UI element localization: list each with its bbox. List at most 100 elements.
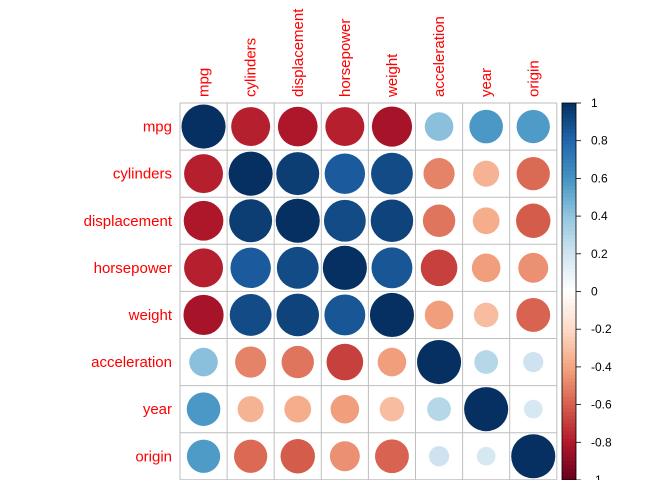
colorbar-band bbox=[562, 321, 576, 327]
colorbar-band bbox=[562, 370, 576, 376]
row-label-weight: weight bbox=[128, 307, 173, 324]
colorbar-tick-label: 0.8 bbox=[591, 134, 608, 148]
colorbar-band bbox=[562, 310, 576, 315]
colorbar-band bbox=[562, 355, 576, 360]
row-label-horsepower: horsepower bbox=[94, 260, 172, 277]
correlation-circle-displacement-origin bbox=[516, 203, 551, 238]
colorbar-band bbox=[562, 106, 576, 112]
colorbar-band bbox=[562, 412, 576, 417]
column-label-horsepower: horsepower bbox=[337, 19, 354, 97]
correlation-circle-horsepower-origin bbox=[518, 252, 549, 283]
row-label-year: year bbox=[143, 401, 172, 418]
correlation-circle-mpg-mpg bbox=[181, 104, 226, 149]
colorbar-band bbox=[562, 204, 576, 210]
column-label-weight: weight bbox=[384, 53, 401, 98]
correlation-circle-year-displacement bbox=[284, 395, 312, 423]
colorbar-band bbox=[562, 178, 576, 183]
colorbar-band bbox=[562, 140, 576, 146]
colorbar-band bbox=[562, 223, 576, 229]
colorbar-band bbox=[562, 185, 576, 191]
correlation-circle-displacement-mpg bbox=[183, 200, 224, 241]
colorbar-band bbox=[562, 404, 576, 409]
correlation-circle-year-horsepower bbox=[330, 394, 360, 424]
correlation-circle-displacement-acceleration bbox=[422, 204, 456, 237]
colorbar-tick-label: -0.2 bbox=[591, 322, 612, 336]
colorbar-band bbox=[562, 163, 576, 168]
correlation-circle-horsepower-year bbox=[471, 253, 501, 283]
colorbar-band bbox=[562, 314, 576, 319]
correlation-circle-acceleration-displacement bbox=[281, 345, 314, 379]
colorbar-band bbox=[562, 261, 576, 266]
colorbar-band bbox=[562, 125, 576, 130]
colorbar-band bbox=[562, 216, 576, 221]
correlation-circle-cylinders-origin bbox=[516, 157, 550, 191]
correlation-circle-year-acceleration bbox=[427, 397, 451, 422]
correlation-circle-weight-displacement bbox=[276, 293, 320, 337]
colorbar-band bbox=[562, 476, 576, 480]
correlation-circle-weight-origin bbox=[516, 298, 551, 332]
colorbar-band bbox=[562, 287, 576, 293]
correlation-circle-cylinders-cylinders bbox=[228, 151, 273, 196]
colorbar-band bbox=[562, 306, 576, 311]
colorbar-band bbox=[562, 136, 576, 142]
colorbar-band bbox=[562, 114, 576, 119]
colorbar-band bbox=[562, 110, 576, 115]
colorbar-band bbox=[562, 276, 576, 281]
row-label-mpg: mpg bbox=[143, 119, 172, 136]
correlation-circle-displacement-cylinders bbox=[229, 199, 273, 243]
colorbar-band bbox=[562, 449, 576, 455]
colorbar-band bbox=[562, 442, 576, 447]
colorbar-band bbox=[562, 246, 576, 251]
correlation-circle-year-year bbox=[464, 387, 509, 432]
colorbar-tick-label: 0.2 bbox=[591, 247, 608, 261]
correlation-circle-mpg-acceleration bbox=[424, 112, 454, 141]
colorbar-band bbox=[562, 155, 576, 161]
colorbar-band bbox=[562, 103, 576, 108]
colorbar-band bbox=[562, 193, 576, 198]
colorbar-band bbox=[562, 453, 576, 458]
correlation-circle-cylinders-displacement bbox=[276, 152, 320, 196]
colorbar-band bbox=[562, 351, 576, 357]
colorbar-band bbox=[562, 359, 576, 364]
colorbar-band bbox=[562, 366, 576, 372]
correlation-circle-year-origin bbox=[523, 399, 543, 419]
colorbar-band bbox=[562, 415, 576, 421]
correlation-circle-origin-cylinders bbox=[234, 439, 268, 473]
colorbar-band bbox=[562, 438, 576, 443]
colorbar-band bbox=[562, 159, 576, 164]
correlation-circle-origin-mpg bbox=[186, 439, 221, 473]
colorbar-band bbox=[562, 121, 576, 127]
colorbar-band bbox=[562, 336, 576, 342]
correlation-circle-mpg-horsepower bbox=[325, 107, 365, 147]
colorbar-band bbox=[562, 381, 576, 387]
colorbar-band bbox=[562, 393, 576, 398]
correlation-circle-cylinders-horsepower bbox=[324, 153, 366, 194]
colorbar-band bbox=[562, 468, 576, 474]
row-label-displacement: displacement bbox=[84, 213, 173, 230]
colorbar-band bbox=[562, 242, 576, 247]
correlation-circle-horsepower-displacement bbox=[276, 246, 319, 289]
colorbar-band bbox=[562, 182, 576, 187]
colorbar-band bbox=[562, 457, 576, 462]
colorbar-band bbox=[562, 446, 576, 451]
correlation-circle-horsepower-mpg bbox=[184, 248, 224, 288]
correlation-circle-mpg-origin bbox=[516, 109, 550, 144]
colorbar-band bbox=[562, 152, 576, 157]
column-label-acceleration: acceleration bbox=[431, 16, 448, 97]
colorbar-band bbox=[562, 302, 576, 308]
colorbar-band bbox=[562, 423, 576, 428]
column-label-displacement: displacement bbox=[290, 8, 307, 97]
colorbar-band bbox=[562, 344, 576, 349]
colorbar-band bbox=[562, 283, 576, 289]
column-label-origin: origin bbox=[525, 60, 542, 97]
correlation-circle-displacement-displacement bbox=[275, 198, 320, 243]
colorbar-band bbox=[562, 231, 576, 236]
colorbar-band bbox=[562, 408, 576, 413]
correlation-circle-year-mpg bbox=[186, 392, 221, 426]
colorbar-band bbox=[562, 280, 576, 285]
colorbar-band bbox=[562, 144, 576, 149]
colorbar-band bbox=[562, 329, 576, 334]
colorbar-band bbox=[562, 299, 576, 304]
colorbar-band bbox=[562, 397, 576, 402]
